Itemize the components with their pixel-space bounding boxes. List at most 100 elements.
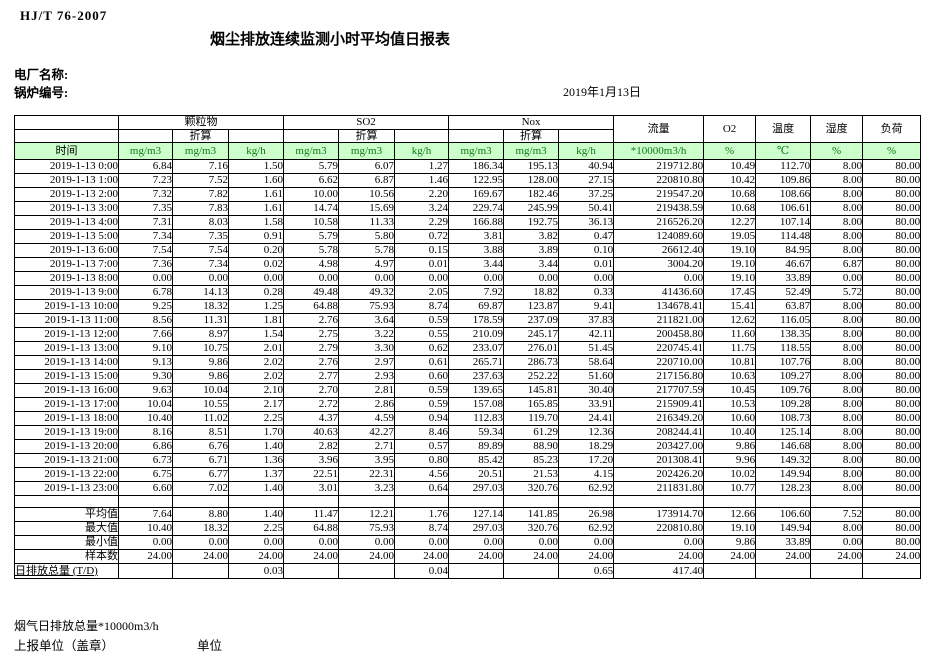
data-row: 2019-1-13 20:00 6.86 6.76 1.40 2.82 2.71 0.57 8…	[14, 439, 922, 455]
value-cell: 3.88	[448, 243, 505, 259]
value-cell: 109.86	[755, 173, 812, 189]
daily-total-value-cell: 417.40	[613, 563, 705, 580]
value-cell: 8.97	[172, 327, 229, 343]
value-cell: 2.93	[338, 369, 396, 385]
value-cell: 6.87	[338, 173, 396, 189]
value-cell: 9.13	[118, 355, 173, 371]
empty-cell	[394, 495, 450, 509]
empty-corner-cell	[14, 115, 119, 130]
summary-value-cell: 149.94	[755, 521, 812, 537]
value-cell: 0.10	[558, 243, 615, 259]
value-cell: 2.01	[227, 341, 285, 357]
value-cell: 0.00	[338, 271, 396, 287]
value-cell: 11.75	[703, 341, 757, 357]
value-cell: 3.64	[338, 313, 396, 329]
summary-value-cell: 220810.80	[613, 521, 705, 537]
value-cell: 237.09	[503, 313, 560, 329]
value-cell: 182.46	[503, 187, 560, 203]
value-cell: 0.02	[227, 257, 285, 273]
header-temperature: 温度	[755, 114, 812, 144]
value-cell: 10.49	[703, 159, 757, 175]
value-cell: 7.34	[172, 257, 229, 273]
data-row: 2019-1-13 23:00 6.60 7.02 1.40 3.01 3.23 0.64 2…	[14, 481, 922, 497]
value-cell: 220745.41	[613, 341, 705, 357]
value-cell: 145.81	[503, 383, 560, 399]
value-cell: 4.56	[394, 467, 450, 483]
value-cell: 1.25	[227, 299, 285, 315]
summary-value-cell: 19.10	[703, 521, 757, 537]
unit-cell: %	[703, 142, 757, 161]
unit-cell: mg/m3	[118, 142, 173, 161]
summary-value-cell: 0.00	[448, 535, 505, 551]
value-cell: 9.96	[703, 453, 757, 469]
summary-value-cell: 127.14	[448, 507, 505, 523]
spacer-row	[14, 495, 922, 509]
value-cell: 200458.80	[613, 327, 705, 343]
data-row: 2019-1-13 14:00 9.13 9.86 2.02 2.76 2.97 0.61 2…	[14, 355, 922, 371]
unit-cell: mg/m3	[503, 142, 560, 161]
summary-value-cell: 0.00	[613, 535, 705, 551]
daily-total-value-cell	[283, 563, 340, 580]
value-cell: 320.76	[503, 481, 560, 497]
value-cell: 2.86	[338, 397, 396, 413]
value-cell: 112.70	[755, 159, 812, 175]
value-cell: 0.01	[558, 257, 615, 273]
value-cell: 186.34	[448, 159, 505, 175]
value-cell: 2.02	[227, 355, 285, 371]
report-date: 2019年1月13日	[563, 85, 642, 99]
summary-value-cell: 80.00	[862, 507, 922, 523]
value-cell: 80.00	[862, 453, 922, 469]
value-cell: 1.61	[227, 201, 285, 217]
value-cell: 217156.80	[613, 369, 705, 385]
value-cell: 1.50	[227, 159, 285, 175]
value-cell: 7.52	[172, 173, 229, 189]
value-cell: 109.28	[755, 397, 812, 413]
value-cell: 37.83	[558, 313, 615, 329]
value-cell: 1.40	[227, 439, 285, 455]
summary-value-cell: 24.00	[338, 549, 396, 565]
value-cell: 2.10	[227, 383, 285, 399]
value-cell: 9.25	[118, 299, 173, 315]
value-cell: 2.77	[283, 369, 340, 385]
daily-total-value-cell	[810, 563, 864, 580]
time-cell: 2019-1-13 4:00	[14, 215, 119, 231]
value-cell: 62.92	[558, 481, 615, 497]
value-cell: 3.44	[448, 257, 505, 273]
summary-value-cell: 0.00	[227, 535, 285, 551]
time-cell: 2019-1-13 7:00	[14, 257, 119, 273]
summary-value-cell: 75.93	[338, 521, 396, 537]
unit-cell: mg/m3	[283, 142, 340, 161]
flue-gas-daily-total-label: 烟气日排放总量*10000m3/h	[14, 619, 159, 633]
value-cell: 216526.20	[613, 215, 705, 231]
value-cell: 49.48	[283, 285, 340, 301]
value-cell: 116.05	[755, 313, 812, 329]
daily-total-label-cell: 日排放总量 (T/D)	[14, 563, 119, 580]
summary-value-cell: 62.92	[558, 521, 615, 537]
value-cell: 114.48	[755, 229, 812, 245]
value-cell: 42.27	[338, 425, 396, 441]
value-cell: 37.25	[558, 187, 615, 203]
value-cell: 80.00	[862, 229, 922, 245]
summary-value-cell: 1.40	[227, 507, 285, 523]
value-cell: 8.00	[810, 201, 864, 217]
data-row: 2019-1-13 19:00 8.16 8.51 1.70 40.63 42.27 8.4…	[14, 425, 922, 441]
time-cell: 2019-1-13 20:00	[14, 439, 119, 455]
value-cell: 80.00	[862, 467, 922, 483]
time-cell: 2019-1-13 21:00	[14, 453, 119, 469]
value-cell: 0.59	[394, 397, 450, 413]
value-cell: 14.13	[172, 285, 229, 301]
value-cell: 7.34	[118, 229, 173, 245]
value-cell: 202426.20	[613, 467, 705, 483]
value-cell: 107.76	[755, 355, 812, 371]
value-cell: 8.00	[810, 425, 864, 441]
value-cell: 203427.00	[613, 439, 705, 455]
value-cell: 7.02	[172, 481, 229, 497]
value-cell: 139.65	[448, 383, 505, 399]
summary-value-cell: 18.32	[172, 521, 229, 537]
value-cell: 7.32	[118, 187, 173, 203]
data-row: 2019-1-13 15:00 9.30 9.86 2.02 2.77 2.93 0.60 2…	[14, 369, 922, 385]
summary-value-cell: 7.52	[810, 507, 864, 523]
value-cell: 49.32	[338, 285, 396, 301]
summary-value-cell: 80.00	[862, 521, 922, 537]
value-cell: 8.00	[810, 439, 864, 455]
